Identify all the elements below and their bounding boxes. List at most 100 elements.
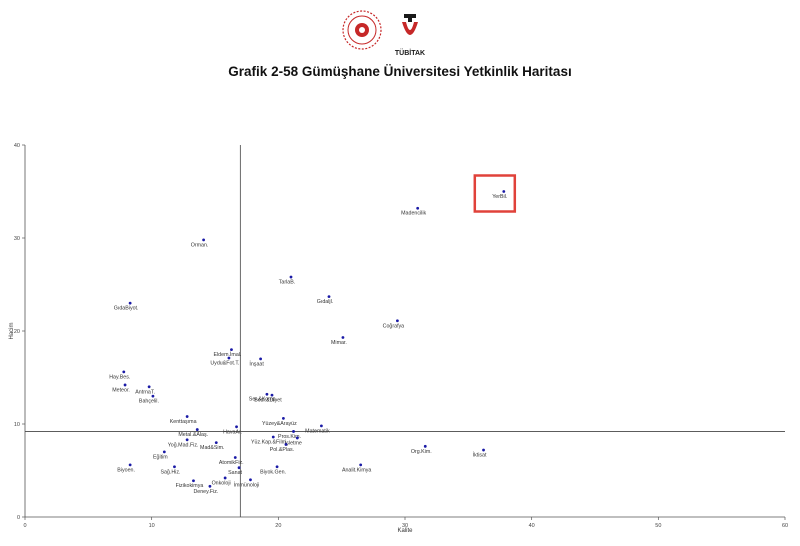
x-tick-label: 20: [275, 523, 281, 529]
point-label: İşletme: [285, 439, 302, 446]
point-label: Orman.: [191, 242, 209, 248]
point-label: Matematik: [305, 428, 330, 434]
point-label: İktisat: [473, 452, 487, 459]
point-label: Onkoloji: [212, 480, 231, 486]
point-label: GıdaBiyot.: [114, 306, 139, 312]
point-label: Eğitim: [153, 454, 168, 460]
point-Pros.Kim.: [292, 430, 295, 433]
point-Biyoen.: [128, 463, 132, 467]
point-label: Coğrafya: [383, 323, 405, 329]
point-Org.Kim.: [423, 444, 427, 448]
point-İktisat: [482, 448, 485, 452]
x-tick-label: 50: [655, 523, 661, 529]
page-title: Grafik 2-58 Gümüşhane Üniversitesi Yetki…: [228, 64, 572, 79]
point-AtomikFiz.: [233, 456, 237, 459]
point-İmmünoloji: [249, 478, 252, 482]
point-label: Yüzey&Arayüz: [262, 421, 297, 427]
point-label: Eldem.İmal.: [213, 351, 241, 358]
point-Pol.&Plas.: [284, 443, 288, 446]
point-Yoğ.Mad.Fiz.: [185, 438, 189, 442]
point-label: Besl.&Diyet: [254, 398, 282, 404]
point-GıdaBiyot.: [128, 301, 132, 305]
y-tick-label: 40: [14, 143, 20, 149]
point-label: Deney.Fiz.: [193, 489, 218, 495]
x-tick-label: 30: [402, 523, 408, 529]
point-AntrnaT.: [147, 385, 151, 389]
point-label: Uydu&Fot.T.: [210, 360, 239, 366]
point-Orman.: [202, 238, 206, 242]
point-label: Madencilik: [401, 211, 426, 217]
report-header: TÜBİTAK Grafik 2-58 Gümüşhane Üniversite…: [0, 0, 800, 90]
x-tick-label: 40: [529, 523, 535, 529]
point-YerBil.: [502, 190, 506, 193]
point-Sanat: [237, 466, 241, 470]
point-label: İnşaat: [249, 360, 264, 367]
x-axis-label: Kalite: [397, 528, 413, 534]
x-tick-label: 60: [782, 523, 788, 529]
point-label: İmmünoloji: [234, 481, 260, 488]
chart-axes: 0 10 20 30 40 50 60 0 10 20 30 40 Kalite Hacim: [9, 143, 788, 534]
y-tick-label: 0: [17, 515, 20, 521]
point-label: Sanat: [228, 470, 242, 476]
point-Besl.&Diyet: [270, 393, 274, 397]
point-label: Sağ.Hiz.: [160, 469, 180, 475]
ministry-seal-icon: [342, 10, 382, 50]
institution-logos: TÜBİTAK: [342, 10, 425, 57]
point-Ser.&Komp.: [265, 392, 269, 396]
point-Analit.Kimya: [359, 463, 363, 467]
point-label: Meteor.: [112, 387, 130, 393]
point-label: Pol.&Plas.: [270, 447, 294, 453]
point-Onkoloji: [223, 476, 227, 480]
point-Yüzey&Arayüz: [282, 417, 285, 420]
point-Madencilik: [416, 206, 420, 210]
point-label: Org.Kim.: [411, 449, 432, 455]
point-label: Hay.Bes.: [109, 374, 130, 380]
point-label: Biyok.Gen.: [260, 469, 286, 475]
y-tick-label: 30: [14, 236, 20, 242]
point-HavaAr.: [235, 425, 238, 429]
x-tick-label: 0: [23, 523, 26, 529]
point-Biyok.Gen.: [275, 465, 279, 469]
point-Uydu&Fot.T.: [227, 356, 231, 360]
tubitak-logo-icon: TÜBİTAK: [395, 14, 425, 57]
point-Kenttaşıma: [185, 415, 189, 418]
competency-scatter-chart: 0 10 20 30 40 50 60 0 10 20 30 40 Kalite Hacim YerBil…: [9, 143, 788, 534]
point-label: Metal.&Alaş.: [178, 432, 208, 438]
point-label: Kenttaşıma: [170, 419, 197, 425]
point-label: Yoğ.Mad.Fiz.: [168, 442, 199, 448]
point-label: AtomikFiz.: [219, 460, 244, 466]
point-label: Mad&Sim.: [200, 445, 224, 451]
point-label: AntrnaT.: [135, 389, 155, 395]
point-label: Bahçelil.: [139, 399, 159, 405]
point-label: Yüz.Kap.&Film.: [251, 440, 288, 446]
point-label: YerBil.: [492, 194, 507, 200]
point-TarlaB.: [289, 275, 293, 279]
point-label: Gıdaljl.: [317, 299, 334, 305]
data-points: YerBil. Madencilik Orman. TarlaB. Gıdaljl. Gı…: [109, 174, 517, 495]
point-Metal.&Alaş.: [195, 428, 199, 431]
point-label: Fizikokimya: [176, 483, 204, 489]
point-Eldem.İmal.: [230, 348, 233, 351]
point-Bahçelil.: [151, 394, 155, 398]
highlight-box: [473, 174, 517, 213]
point-label: HavaAr.: [223, 429, 242, 435]
point-Matematik: [320, 424, 323, 428]
y-tick-label: 10: [14, 422, 20, 428]
x-tick-label: 10: [149, 523, 155, 529]
point-label: Analit.Kimya: [342, 467, 371, 473]
point-İnşaat: [259, 357, 262, 361]
point-label: Mimar.: [331, 340, 347, 346]
point-Coğrafya: [396, 319, 399, 323]
point-Eğitim: [162, 450, 166, 454]
point-label: Biyoen.: [117, 467, 135, 473]
point-Deney.Fiz.: [208, 484, 212, 488]
point-Sağ.Hiz.: [173, 465, 176, 469]
point-Mad&Sim.: [214, 441, 218, 444]
point-label: Ser.&Komp.: [249, 397, 277, 403]
point-Hay.Bes.: [122, 370, 126, 374]
y-tick-label: 20: [14, 329, 20, 335]
tubitak-logo-text: TÜBİTAK: [395, 48, 425, 57]
point-Gıdaljl.: [327, 295, 331, 298]
point-label: Pros.Kim.: [278, 434, 301, 440]
point-İşletme: [295, 436, 299, 440]
